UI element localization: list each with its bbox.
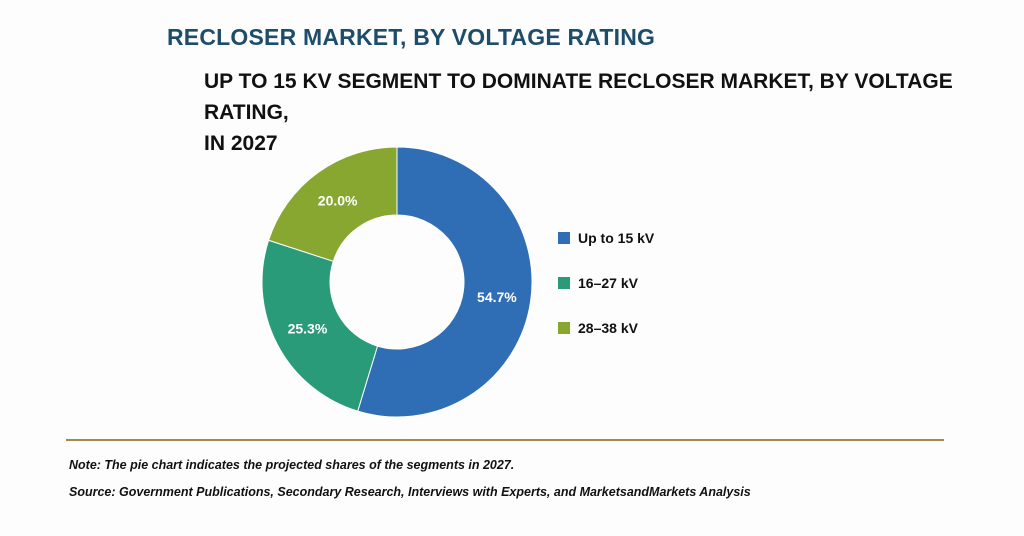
chart-subtitle-line1: UP TO 15 KV SEGMENT TO DOMINATE RECLOSER…: [204, 70, 953, 124]
chart-subtitle: UP TO 15 KV SEGMENT TO DOMINATE RECLOSER…: [204, 66, 964, 159]
chart-source: Source: Government Publications, Seconda…: [69, 485, 751, 499]
legend-swatch-2: [558, 322, 570, 334]
donut-data-labels: 54.7% 25.3% 20.0%: [288, 192, 518, 336]
legend-label-2: 28–38 kV: [578, 320, 639, 336]
donut-data-label-0: 54.7%: [477, 289, 517, 305]
donut-data-label-2: 20.0%: [318, 192, 358, 208]
legend-swatch-1: [558, 277, 570, 289]
chart-legend: Up to 15 kV 16–27 kV 28–38 kV: [558, 230, 655, 336]
chart-note: Note: The pie chart indicates the projec…: [69, 458, 515, 472]
donut-slice-2: [267, 146, 398, 262]
donut-slice-1: [261, 239, 379, 412]
legend-swatch-0: [558, 232, 570, 244]
chart-subtitle-line2: IN 2027: [204, 132, 278, 155]
legend-label-0: Up to 15 kV: [578, 230, 655, 246]
chart-header-title: RECLOSER MARKET, BY VOLTAGE RATING: [167, 24, 656, 50]
legend-label-1: 16–27 kV: [578, 275, 639, 291]
footer-divider: [66, 439, 944, 441]
donut-data-label-1: 25.3%: [288, 321, 328, 337]
donut-slices: [261, 146, 533, 418]
donut-slice-0: [357, 146, 533, 418]
